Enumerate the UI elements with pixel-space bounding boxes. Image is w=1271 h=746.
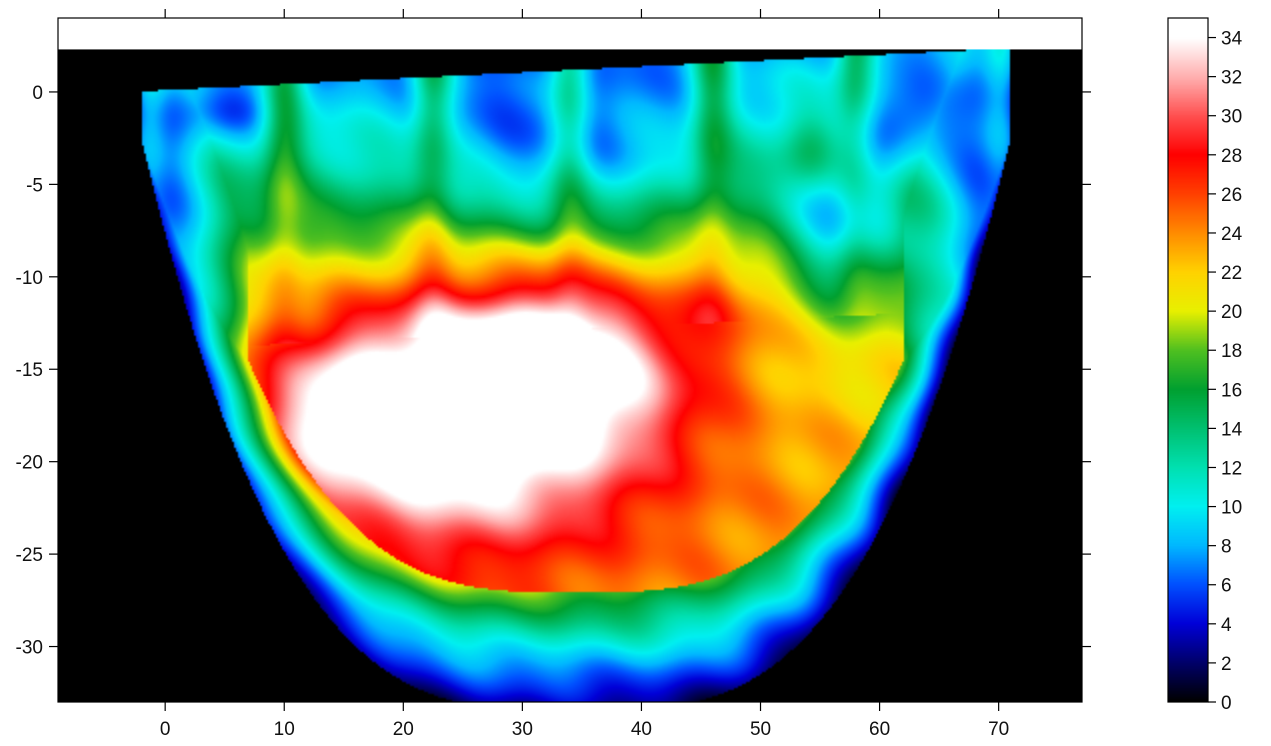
- y-tick-label-4: -20: [16, 453, 43, 474]
- colorbar-tick-label-26: 26: [1221, 185, 1242, 206]
- colorbar-tick-label-16: 16: [1221, 380, 1242, 401]
- colorbar-tick-label-32: 32: [1221, 68, 1242, 89]
- colorbar-tick-label-12: 12: [1221, 458, 1242, 479]
- x-tick-label-20: 20: [393, 719, 414, 740]
- x-axis: 0 10 20 30 40 50 60 70: [160, 9, 1009, 740]
- colorbar-tick-label-0: 0: [1221, 693, 1232, 714]
- colorbar-frame: [1167, 17, 1209, 703]
- colorbar-tick-label-20: 20: [1221, 302, 1242, 323]
- colorbar-tick-label-14: 14: [1221, 419, 1243, 440]
- plot-frame: [57, 17, 1083, 703]
- colorbar-tick-label-4: 4: [1221, 615, 1232, 636]
- y-tick-label-1: -5: [26, 175, 43, 196]
- colorbar-tick-label-10: 10: [1221, 498, 1242, 519]
- x-tick-label-30: 30: [512, 719, 533, 740]
- x-tick-label-70: 70: [988, 719, 1009, 740]
- y-tick-label-2: -10: [16, 268, 43, 289]
- x-tick-label-50: 50: [750, 719, 771, 740]
- colorbar-tick-label-2: 2: [1221, 654, 1232, 675]
- y-tick-label-3: -15: [16, 360, 43, 381]
- y-tick-label-5: -25: [16, 545, 43, 566]
- x-tick-label-60: 60: [869, 719, 890, 740]
- colorbar-gradient: [1168, 18, 1208, 702]
- y-tick-label-0: 0: [32, 83, 43, 104]
- y-axis: 0 -5 -10 -15 -20 -25 -30: [16, 83, 1091, 659]
- colorbar-tick-label-30: 30: [1221, 107, 1242, 128]
- colorbar-tick-label-8: 8: [1221, 537, 1232, 558]
- x-tick-label-0: 0: [160, 719, 171, 740]
- x-tick-label-10: 10: [274, 719, 295, 740]
- colorbar-tick-label-24: 24: [1221, 224, 1243, 245]
- plot-area: [57, 17, 1083, 703]
- colorbar-tick-label-28: 28: [1221, 146, 1242, 167]
- x-tick-label-40: 40: [631, 719, 652, 740]
- colorbar-tick-label-6: 6: [1221, 576, 1232, 597]
- velocity-heatmap: [58, 49, 1082, 703]
- y-tick-label-6: -30: [16, 638, 43, 659]
- colorbar-tick-label-34: 34: [1221, 29, 1243, 50]
- colorbar-tick-label-18: 18: [1221, 341, 1242, 362]
- colorbar-tick-label-22: 22: [1221, 263, 1242, 284]
